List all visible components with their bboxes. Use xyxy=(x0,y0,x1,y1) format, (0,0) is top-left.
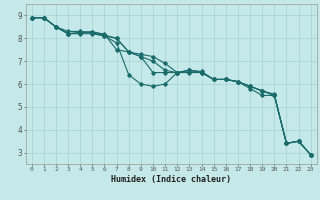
X-axis label: Humidex (Indice chaleur): Humidex (Indice chaleur) xyxy=(111,175,231,184)
